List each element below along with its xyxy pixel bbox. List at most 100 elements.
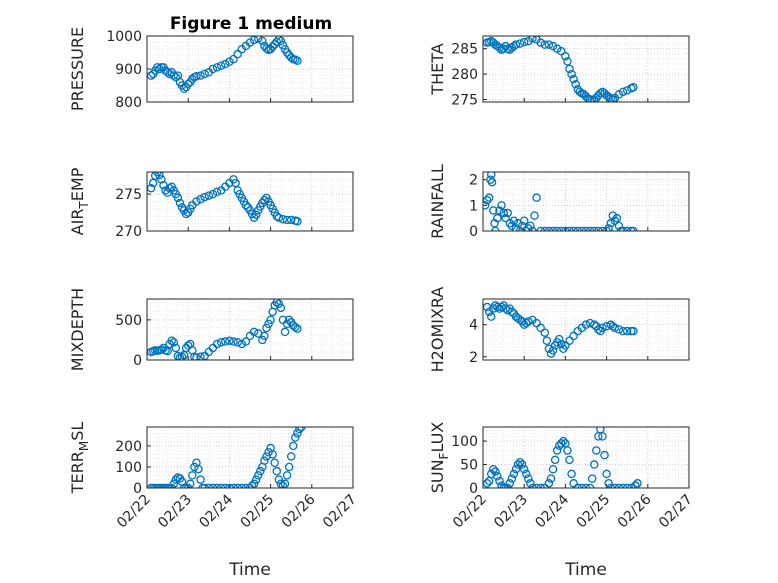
data-point [155,64,164,74]
y-tick-label: 2 [469,173,478,189]
data-point [241,200,251,210]
data-point [194,464,203,474]
data-point [526,479,535,488]
data-point [509,469,519,479]
data-point [297,427,306,432]
data-point [517,460,527,469]
data-point [280,327,290,337]
axes-border [482,35,690,103]
data-point [604,92,613,102]
data-point [278,214,288,224]
data-point [622,326,632,336]
data-point [216,338,226,347]
data-point [179,84,189,94]
y-tick-label: 270 [115,224,142,240]
data-point [499,208,508,218]
data-point [552,44,562,53]
x-axis-label: Time [564,560,607,580]
y-tick-label: 100 [451,434,478,450]
data-point [598,432,607,441]
data-point [212,187,222,197]
data-point [592,446,601,455]
data-point [608,95,618,102]
y-tick-label: 200 [115,439,142,455]
data-point [253,471,263,480]
data-point [157,345,166,354]
data-point [260,456,269,465]
data-point [536,323,545,333]
y-axis-label: H2OMIXRA [428,287,447,373]
data-point [264,447,273,457]
x-tick-label: 02/23 [491,492,531,532]
data-point [559,436,568,446]
data-point [507,307,517,317]
data-point [181,209,191,219]
data-point [249,327,259,337]
x-tick-label: 02/24 [532,491,572,531]
data-point [501,213,510,223]
data-point [233,338,242,347]
panel-mixdepth: 0 500 MIXDEPTH [68,288,354,371]
data-point [569,331,578,341]
data-point [633,479,642,488]
data-point [550,455,560,465]
data-point [484,193,494,202]
data-point [212,63,222,72]
data-point [575,87,585,97]
data-point [618,326,628,336]
data-point [600,450,609,460]
y-tick-label: 0 [469,481,478,497]
data-point [557,339,566,349]
data-point [192,197,201,206]
data-point [175,198,185,208]
data-point [548,464,558,474]
x-axis-label: Time [228,560,271,580]
data-point [157,175,166,184]
data-point [276,479,286,488]
x-tick-label: 02/23 [155,492,195,532]
data-point [557,439,566,448]
data-point [204,191,214,200]
data-point [247,481,257,488]
data-point [489,464,498,474]
data-point [256,466,265,476]
y-axis-label: RAINFALL [428,164,447,239]
panel-air_temp: 270 275 AIRTEMP [68,167,354,240]
data-point [569,74,578,84]
data-point [606,94,615,102]
data-point [524,224,533,231]
data-point [495,43,504,52]
x-tick-label: 02/26 [279,491,319,531]
data-point [589,460,599,469]
data-point [522,469,531,479]
data-point [536,38,545,47]
y-tick-label: 0 [133,353,142,369]
data-point [258,335,267,345]
figure-title: Figure 1 medium [170,14,332,34]
data-point [192,353,201,360]
data-point [528,36,537,43]
data-point [233,49,242,59]
data-point [565,64,574,74]
data-point [169,71,179,80]
data-point [571,79,580,89]
data-point [216,61,226,70]
data-point [190,462,199,472]
y-tick-label: 1 [469,198,478,214]
data-point [167,336,176,345]
data-point [483,201,490,210]
data-point [585,95,595,102]
data-point [557,46,566,56]
data-point [284,315,294,325]
data-point [629,326,638,336]
data-point [542,336,552,345]
data-point [293,324,302,333]
data-point [511,464,521,474]
data-point [284,462,294,472]
data-point [515,39,525,48]
data-point [524,474,533,483]
data-point [266,44,275,54]
x-tick-label: 02/27 [656,492,696,532]
data-point [282,215,292,225]
